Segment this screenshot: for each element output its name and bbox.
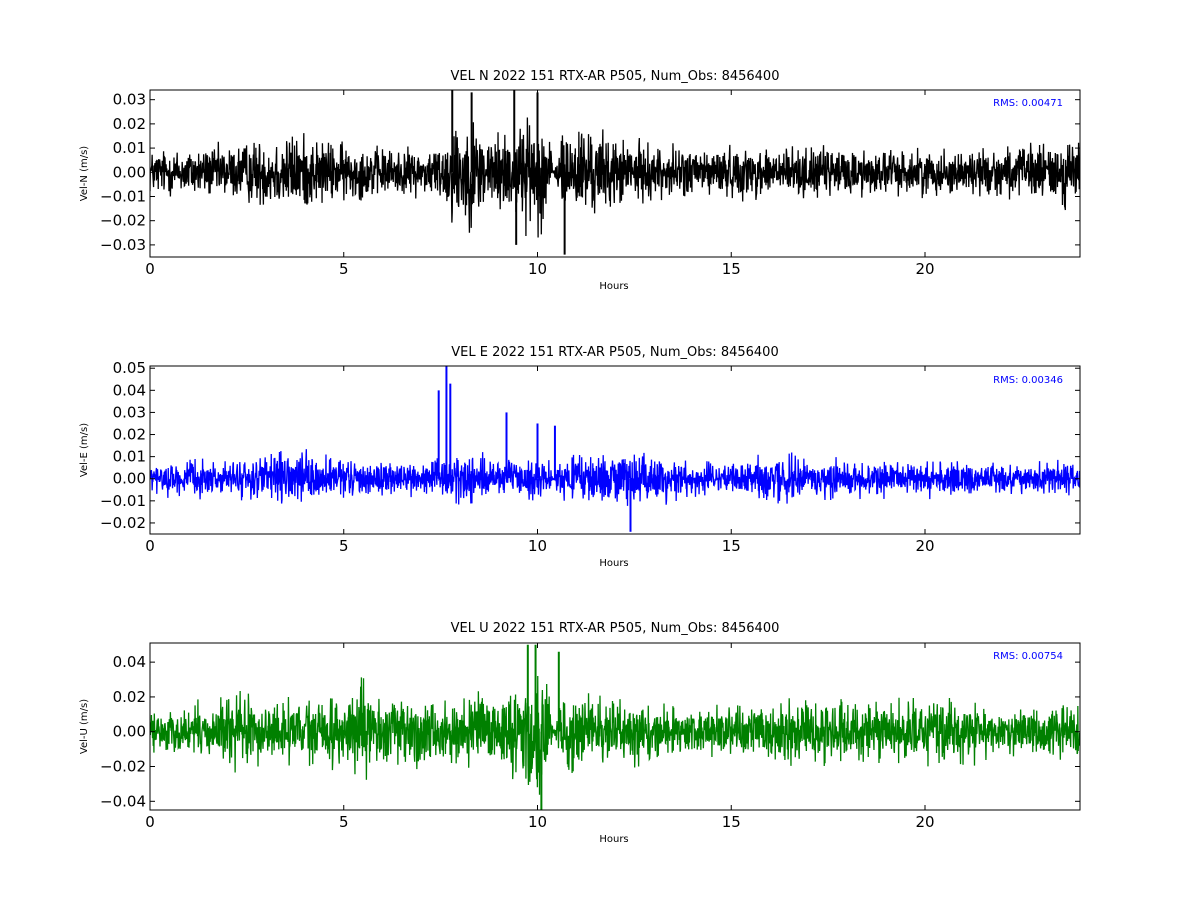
plot-frame [149,89,1081,258]
y-tick-label: 0.00 [113,163,146,181]
plot-frame [149,365,1081,535]
x-tick-label: 0 [145,260,155,278]
panel-vel-n: VEL N 2022 151 RTX-AR P505, Num_Obs: 845… [79,69,1081,292]
y-tick-label: 0.04 [113,381,146,399]
x-tick-label: 20 [915,813,934,831]
y-tick-label: −0.02 [100,212,146,230]
x-axis-label: Hours [599,558,628,569]
y-axis-label: Vel-N (m/s) [79,146,90,201]
x-tick-label: 0 [145,537,155,555]
x-axis-label: Hours [599,281,628,292]
axis-ticks: 0 5 10 15 20 −0.03 −0.02 −0.01 0.00 0.01 0.02 0.03 [100,90,1080,278]
y-tick-label: 0.05 [113,359,146,377]
axis-ticks: 0 5 10 15 20 −0.04 −0.02 0.00 0.02 0.04 [100,643,1080,831]
x-tick-label: 10 [528,260,547,278]
y-tick-label: −0.02 [100,758,146,776]
y-tick-label: 0.02 [113,115,146,133]
y-tick-label: 0.01 [113,448,146,466]
rms-annotation: RMS: 0.00346 [993,375,1063,386]
x-tick-label: 15 [722,813,741,831]
axis-ticks: 0 5 10 15 20 −0.02 −0.01 0.00 0.01 0.02 0.03 0.04 0.… [100,359,1080,555]
y-tick-label: −0.02 [100,514,146,532]
rms-annotation: RMS: 0.00754 [993,651,1063,662]
chart-title: VEL U 2022 151 RTX-AR P505, Num_Obs: 845… [451,621,780,636]
y-axis-label: Vel-U (m/s) [79,699,90,754]
chart-title: VEL E 2022 151 RTX-AR P505, Num_Obs: 845… [451,345,778,360]
plot-frame [149,642,1081,811]
y-tick-label: 0.01 [113,139,146,157]
x-tick-label: 20 [915,260,934,278]
y-tick-label: −0.01 [100,492,146,510]
x-tick-label: 5 [339,260,349,278]
rms-annotation: RMS: 0.00471 [993,98,1063,109]
x-tick-label: 10 [528,813,547,831]
x-tick-label: 15 [722,537,741,555]
y-tick-label: −0.03 [100,236,146,254]
x-tick-label: 5 [339,813,349,831]
series-trace [150,449,1080,506]
plot-marks [150,644,1080,810]
y-tick-label: 0.00 [113,470,146,488]
plot-marks [150,90,1080,255]
x-axis-label: Hours [599,834,628,845]
panel-vel-u: VEL U 2022 151 RTX-AR P505, Num_Obs: 845… [79,621,1081,845]
series-trace [150,675,1080,795]
y-tick-label: 0.02 [113,426,146,444]
y-tick-label: −0.01 [100,187,146,205]
series-trace [150,117,1080,238]
x-tick-label: 15 [722,260,741,278]
y-axis-label: Vel-E (m/s) [79,423,90,477]
y-tick-label: 0.00 [113,723,146,741]
x-tick-label: 0 [145,813,155,831]
panel-vel-e: VEL E 2022 151 RTX-AR P505, Num_Obs: 845… [79,345,1081,569]
chart-title: VEL N 2022 151 RTX-AR P505, Num_Obs: 845… [451,69,780,84]
y-tick-label: 0.02 [113,688,146,706]
x-tick-label: 5 [339,537,349,555]
x-tick-label: 10 [528,537,547,555]
y-tick-label: 0.03 [113,91,146,109]
y-tick-label: 0.03 [113,403,146,421]
x-tick-label: 20 [915,537,934,555]
y-tick-label: 0.04 [113,653,146,671]
plot-marks [150,366,1080,532]
y-tick-label: −0.04 [100,792,146,810]
